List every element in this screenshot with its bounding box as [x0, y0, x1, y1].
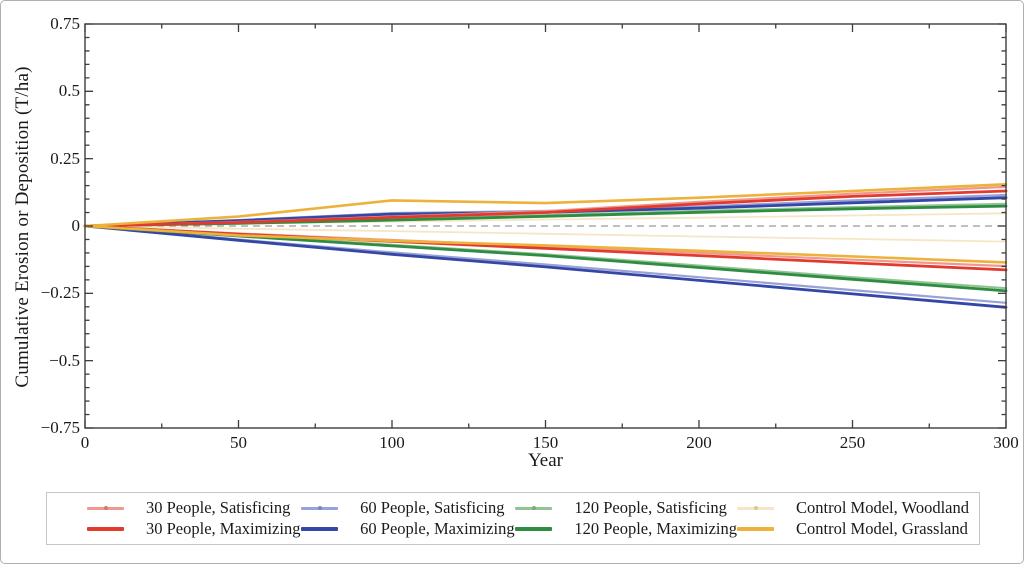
series-line-erosion — [83, 224, 1008, 272]
series-line-erosion — [83, 224, 1008, 264]
series-line-deposition — [83, 183, 1008, 228]
y-tick-label: 0.5 — [58, 81, 80, 101]
y-tick-label: 0 — [71, 216, 81, 235]
legend-marker-dot-icon — [753, 506, 758, 511]
legend-line-swatch-icon — [737, 527, 775, 531]
legend-line-swatch-icon — [87, 527, 124, 531]
x-tick-label: 50 — [230, 433, 247, 452]
legend-label: 60 People, Satisficing — [360, 498, 505, 518]
legend-item: Control Model, Grassland — [737, 519, 969, 539]
y-tick-label: −0.5 — [49, 350, 80, 370]
legend-line-swatch-icon — [87, 506, 124, 511]
x-axis-title: Year — [527, 450, 563, 471]
legend-label: 120 People, Maximizing — [574, 518, 738, 538]
legend-item: 120 People, Maximizing — [515, 519, 737, 539]
series-line-erosion — [84, 225, 1007, 243]
series-line-deposition — [83, 189, 1008, 228]
legend-item: 30 People, Maximizing — [87, 519, 301, 539]
legend-line-swatch-icon — [301, 527, 339, 531]
x-tick-label: 0 — [80, 433, 90, 452]
series-line-erosion — [83, 224, 1008, 309]
legend-marker-dot-icon — [531, 506, 536, 511]
x-tick-label: 300 — [993, 433, 1019, 452]
legend-label: 120 People, Satisficing — [574, 498, 727, 518]
legend-marker-dot-icon — [317, 506, 322, 511]
legend-line-swatch-icon — [515, 527, 553, 531]
x-tick-label: 250 — [839, 433, 866, 452]
y-tick-label: −0.75 — [40, 418, 80, 437]
legend-box: 30 People, Satisficing 30 People, Maximiz… — [46, 492, 980, 545]
legend-label: Control Model, Grassland — [796, 518, 968, 538]
legend-item: Control Model, Woodland — [737, 498, 969, 518]
legend-label: 30 People, Maximizing — [146, 518, 301, 538]
x-tick-label: 100 — [379, 433, 405, 452]
legend-label: 30 People, Satisficing — [146, 498, 291, 518]
legend-item: 60 People, Satisficing — [301, 498, 515, 518]
legend-line-swatch-icon — [515, 506, 553, 511]
x-tick-label: 200 — [686, 433, 712, 452]
legend-item: 30 People, Satisficing — [87, 498, 301, 518]
y-tick-label: 0.75 — [50, 14, 80, 33]
x-tick-label: 150 — [532, 433, 559, 452]
legend-item: 60 People, Maximizing — [301, 519, 515, 539]
y-tick-label: −0.25 — [40, 283, 80, 303]
legend-marker-dot-icon — [103, 506, 108, 511]
legend-item: 120 People, Satisficing — [515, 498, 737, 518]
legend-label: Control Model, Woodland — [796, 498, 969, 518]
legend-line-swatch-icon — [737, 506, 775, 511]
legend-line-swatch-icon — [301, 506, 339, 511]
y-tick-label: 0.25 — [50, 148, 80, 168]
legend-label: 60 People, Maximizing — [360, 518, 515, 538]
